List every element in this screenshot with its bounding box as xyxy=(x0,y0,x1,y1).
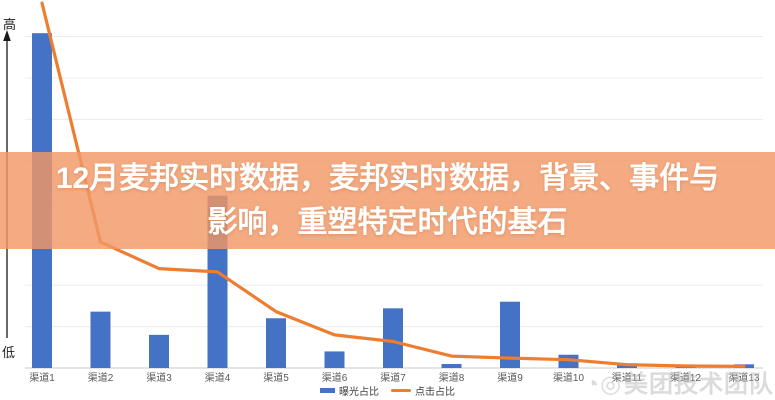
x-tick-label: 渠道11 xyxy=(612,371,643,384)
bar-渠道5 xyxy=(266,318,286,368)
x-tick-label: 渠道3 xyxy=(146,371,172,384)
legend-item-点击占比: 点击占比 xyxy=(391,383,455,398)
x-tick-label: 渠道7 xyxy=(380,371,406,384)
bar-渠道9 xyxy=(500,301,520,368)
x-tick-label: 渠道8 xyxy=(439,371,465,384)
legend-swatch-line-icon xyxy=(391,389,411,392)
legend-label: 曝光占比 xyxy=(339,387,379,398)
x-tick-label: 渠道10 xyxy=(553,371,585,384)
click-ratio-line xyxy=(40,1,746,368)
legend-label: 点击占比 xyxy=(415,387,455,398)
x-tick-label: 渠道5 xyxy=(263,371,289,384)
title-line-2: 影响，重塑特定时代的基石 xyxy=(207,205,568,239)
bar-渠道2 xyxy=(90,311,111,368)
legend-swatch-bar-icon xyxy=(320,388,335,393)
title-banner: 12月麦邦实时数据，麦邦实时数据，背景、事件与 影响，重塑特定时代的基石 xyxy=(0,152,775,249)
y-axis-low-label: 低 xyxy=(2,345,16,360)
bar-渠道7 xyxy=(383,308,403,368)
x-tick-label: 渠道2 xyxy=(88,371,114,384)
watermark-logo-icon: ◔◎ xyxy=(584,371,622,398)
x-tick-label: 渠道4 xyxy=(205,371,231,384)
x-tick-label: 渠道12 xyxy=(670,371,702,384)
x-tick-label: 渠道9 xyxy=(497,371,523,384)
y-axis-high-label: 高 xyxy=(3,17,17,32)
title-line-1: 12月麦邦实时数据，麦邦实时数据，背景、事件与 xyxy=(55,161,720,195)
bar-渠道3 xyxy=(149,334,169,368)
watermark: ◔◎美团技术团队 xyxy=(585,364,774,399)
legend-item-曝光占比: 曝光占比 xyxy=(320,383,379,398)
x-tick-label: 渠道13 xyxy=(728,371,760,384)
chart-legend: 曝光占比 点击占比 xyxy=(0,383,775,398)
bar-渠道8 xyxy=(441,364,462,368)
x-tick-label: 渠道6 xyxy=(322,371,348,384)
bar-渠道6 xyxy=(324,351,345,368)
y-axis-arrowhead-icon xyxy=(3,30,11,41)
watermark-text: 美团技术团队 xyxy=(624,371,774,398)
x-tick-label: 渠道1 xyxy=(29,371,55,384)
